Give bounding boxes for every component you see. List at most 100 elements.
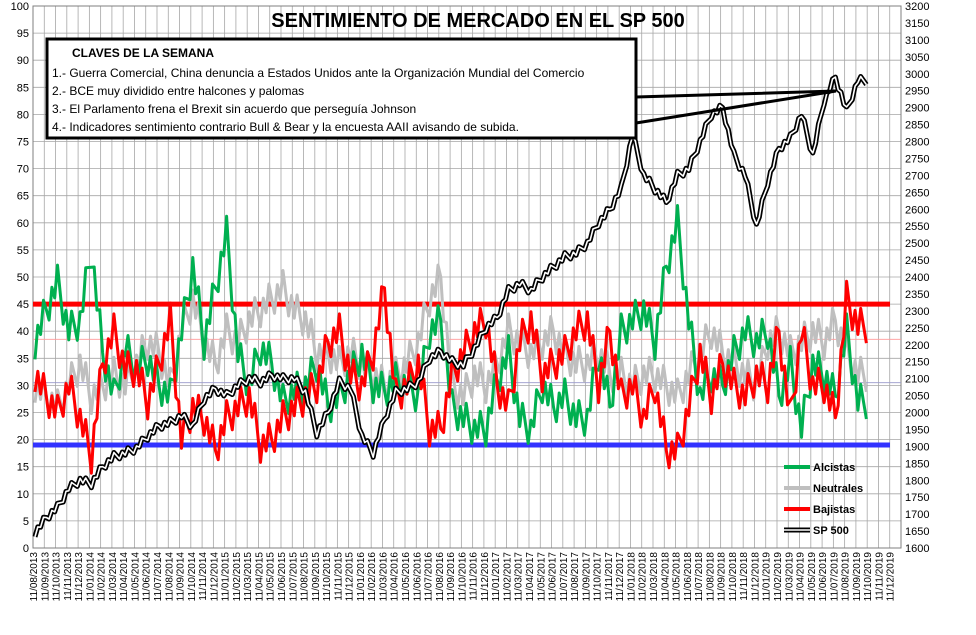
y-left-tick-label: 50 [17,272,29,284]
left-axis-ticks: 0 5 10 15 20 25 30 35 40 45 50 55 60 65 70 75 80 85 90 95 10… [11,1,29,555]
y-right-tick-label: 3200 [905,1,929,13]
x-tick-label: 11/01/2016 [356,552,367,602]
y-right-tick-label: 2400 [905,272,929,284]
x-tick-label: 11/12/2013 [74,552,85,602]
y-right-tick-label: 2300 [905,306,929,318]
y-left-tick-label: 30 [17,380,29,392]
y-left-tick-label: 100 [11,1,29,13]
x-tick-label: 11/11/2015 [333,552,344,601]
legend-label: Bajistas [813,504,855,516]
x-tick-label: 11/02/2019 [773,552,784,602]
x-tick-label: 11/03/2017 [514,552,525,602]
x-tick-label: 11/09/2015 [311,552,322,602]
x-tick-label: 11/12/2017 [615,552,626,602]
series-line-bajistas [33,279,868,475]
callout-line-2: 2.- BCE muy dividido entre halcones y pa… [52,84,304,98]
y-right-tick-label: 2200 [905,340,929,352]
y-left-tick-label: 5 [23,516,29,528]
x-tick-label: 11/11/2013 [63,552,74,601]
x-tick-label: 11/05/2015 [266,552,277,602]
y-left-tick-label: 75 [17,137,29,149]
x-tick-label: 11/06/2016 [412,552,423,602]
series-line-sp500 [34,75,868,538]
x-tick-label: 11/10/2016 [457,552,468,602]
y-right-tick-label: 2250 [905,323,929,335]
x-tick-label: 11/03/2018 [649,552,660,602]
x-tick-label: 11/06/2015 [277,552,288,602]
y-right-tick-label: 2700 [905,170,929,182]
x-tick-label: 11/05/2014 [130,552,141,602]
x-tick-label: 11/11/2014 [198,552,209,601]
legend-label: Alcistas [813,462,855,474]
y-left-tick-label: 45 [17,299,29,311]
y-right-tick-label: 1650 [905,526,929,538]
y-right-tick-label: 2900 [905,103,929,115]
callout-heading: CLAVES DE LA SEMANA [72,46,214,60]
x-axis-ticks: 11/08/2013 11/09/2013 11/10/2013 11/11/2013… [29,552,897,602]
x-tick-label: 11/06/2018 [683,552,694,602]
y-left-tick-label: 55 [17,245,29,257]
x-tick-label: 11/09/2013 [40,552,51,602]
y-right-tick-label: 2750 [905,153,929,165]
x-tick-label: 11/06/2014 [142,552,153,602]
x-tick-label: 11/02/2015 [232,552,243,602]
x-tick-label: 11/09/2019 [852,552,863,602]
y-left-tick-label: 70 [17,164,29,176]
x-tick-label: 11/05/2016 [401,552,412,602]
x-tick-label: 11/04/2017 [525,552,536,602]
plot-frame [32,5,902,549]
x-tick-label: 11/08/2017 [570,552,581,602]
x-tick-label: 11/08/2013 [29,552,40,602]
x-tick-label: 11/09/2014 [176,552,187,602]
callout-box: CLAVES DE LA SEMANA 1.- Guerra Comercial… [45,37,837,140]
x-tick-label: 11/09/2018 [717,552,728,602]
legend: Alcistas Neutrales Bajistas SP 500 [784,462,863,537]
y-right-tick-label: 2100 [905,374,929,386]
y-right-tick-label: 3000 [905,69,929,81]
y-right-tick-label: 2850 [905,120,929,132]
x-tick-label: 11/10/2019 [863,552,874,602]
y-left-tick-label: 60 [17,218,29,230]
y-right-tick-label: 2500 [905,238,929,250]
y-right-tick-label: 2650 [905,187,929,199]
x-tick-label: 11/06/2017 [548,552,559,602]
x-tick-label: 11/10/2013 [52,552,63,602]
y-right-tick-label: 1700 [905,509,929,521]
right-axis-ticks: 1600 1650 1700 1750 1800 1850 1900 1950 2000 2050… [905,1,929,555]
callout-pointer [635,89,837,125]
x-tick-label: 11/10/2018 [728,552,739,602]
callout-line-4: 4.- Indicadores sentimiento contrario Bu… [52,120,519,134]
y-left-tick-label: 80 [17,109,29,121]
x-tick-label: 11/10/2015 [322,552,333,602]
legend-label: Neutrales [813,483,863,495]
x-tick-label: 11/04/2019 [796,552,807,602]
x-tick-label: 11/08/2019 [841,552,852,602]
x-tick-label: 11/07/2015 [288,552,299,602]
x-tick-label: 11/07/2019 [829,552,840,602]
x-tick-label: 11/07/2016 [424,552,435,602]
y-right-tick-label: 1600 [905,543,929,555]
x-tick-label: 11/07/2014 [153,552,164,602]
x-tick-label: 11/07/2018 [694,552,705,602]
y-right-tick-label: 2800 [905,137,929,149]
x-tick-label: 11/09/2016 [446,552,457,602]
legend-label: SP 500 [813,525,849,537]
y-left-tick-label: 95 [17,28,29,40]
x-tick-label: 11/04/2016 [390,552,401,602]
x-tick-label: 11/11/2018 [739,552,750,601]
y-right-tick-label: 1950 [905,424,929,436]
x-tick-label: 11/01/2019 [762,552,773,602]
x-tick-label: 11/08/2014 [164,552,175,602]
y-right-tick-label: 2950 [905,86,929,98]
x-tick-label: 11/07/2017 [559,552,570,602]
x-tick-label: 11/04/2018 [660,552,671,602]
x-tick-label: 11/06/2019 [818,552,829,602]
x-tick-label: 11/01/2017 [491,552,502,602]
callout-frame [45,37,638,140]
y-right-tick-label: 1750 [905,492,929,504]
x-tick-label: 11/11/2019 [874,552,885,601]
x-tick-label: 11/05/2019 [807,552,818,602]
y-right-tick-label: 1800 [905,475,929,487]
callout-line-1: 1.- Guerra Comercial, China denuncia a E… [52,66,585,80]
x-tick-label: 11/03/2014 [108,552,119,602]
